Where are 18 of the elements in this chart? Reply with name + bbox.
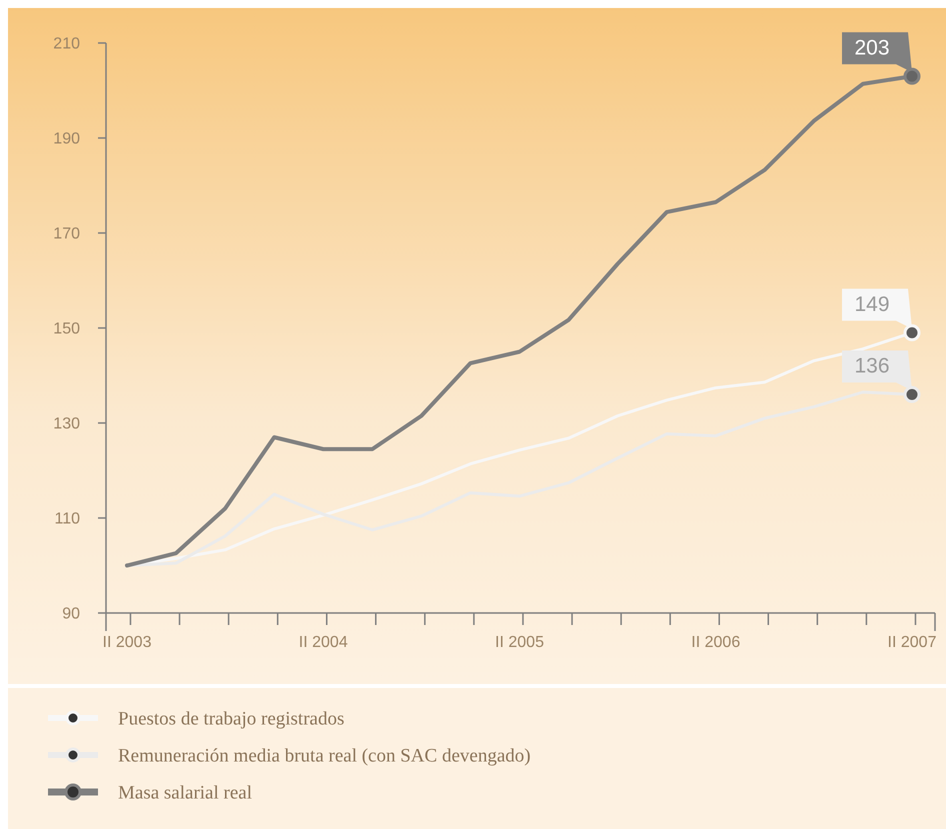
legend-label: Remuneración media bruta real (con SAC devengado) [118, 746, 531, 767]
y-tick-label: 170 [53, 226, 80, 243]
data-label: 136 [854, 354, 890, 378]
y-tick-label: 130 [53, 416, 80, 433]
x-tick-label: II 2007 [888, 634, 937, 651]
y-tick-label: 210 [53, 36, 80, 53]
data-label: 203 [854, 36, 890, 60]
legend-label: Masa salarial real [118, 782, 252, 804]
y-tick-label: 90 [62, 606, 80, 623]
data-label: 149 [854, 292, 890, 316]
x-tick-label: II 2006 [691, 634, 740, 651]
x-tick-label: II 2003 [102, 634, 152, 651]
x-tick-label: II 2004 [298, 634, 348, 651]
legend-label: Puestos de trabajo registrados [118, 708, 344, 730]
y-tick-label: 150 [53, 320, 80, 338]
y-tick-label: 110 [54, 510, 80, 528]
y-tick-label: 190 [53, 130, 80, 148]
x-tick-label: II 2005 [495, 634, 544, 651]
